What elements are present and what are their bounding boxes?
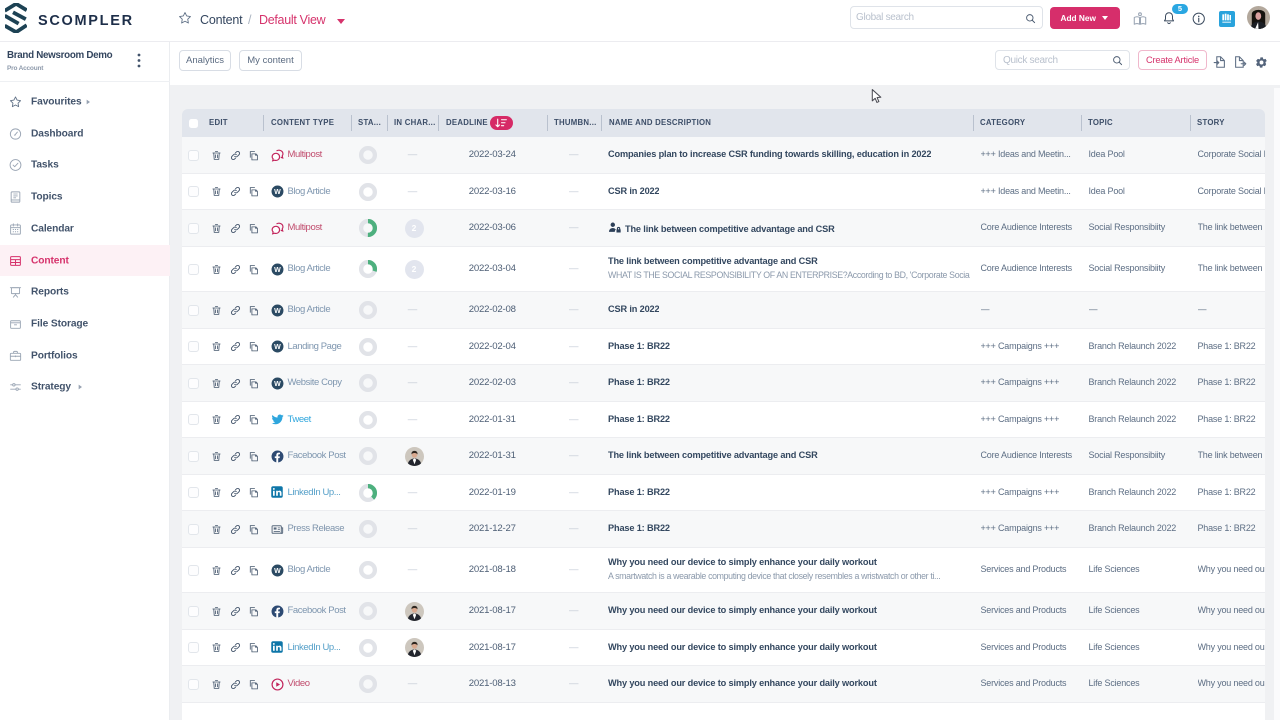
svg-text:W: W — [274, 568, 281, 575]
svg-text:W: W — [274, 381, 281, 388]
svg-text:W: W — [274, 344, 281, 351]
svg-text:W: W — [274, 267, 281, 274]
svg-text:W: W — [274, 189, 281, 196]
svg-text:W: W — [274, 308, 281, 315]
